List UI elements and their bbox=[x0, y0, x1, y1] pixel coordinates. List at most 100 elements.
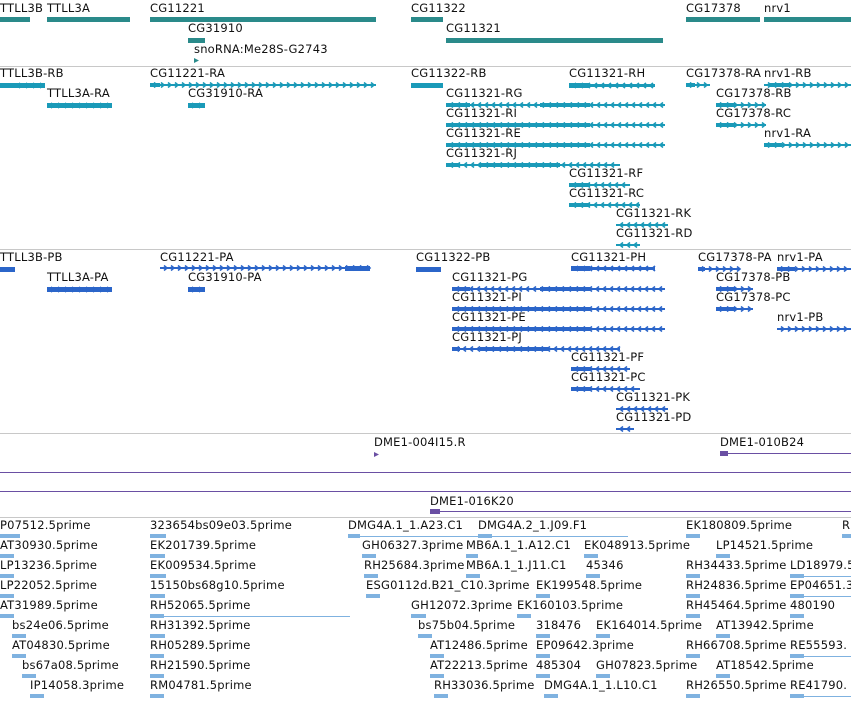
transcript-feature[interactable] bbox=[569, 82, 655, 89]
est-feature[interactable] bbox=[686, 694, 700, 698]
gene-feature[interactable] bbox=[150, 17, 376, 22]
est-feature[interactable] bbox=[150, 574, 166, 578]
clone-feature[interactable] bbox=[374, 452, 379, 457]
protein-feature[interactable] bbox=[571, 265, 656, 272]
est-feature[interactable] bbox=[466, 574, 480, 578]
transcript-feature[interactable] bbox=[616, 241, 640, 249]
est-feature[interactable] bbox=[0, 534, 20, 538]
protein-feature[interactable] bbox=[452, 345, 621, 353]
transcript-feature[interactable] bbox=[47, 102, 112, 109]
est-feature[interactable] bbox=[411, 614, 426, 618]
protein-feature[interactable] bbox=[777, 325, 851, 333]
transcript-feature[interactable] bbox=[188, 102, 205, 109]
protein-feature[interactable] bbox=[452, 305, 665, 313]
est-feature[interactable] bbox=[686, 654, 700, 658]
protein-feature[interactable] bbox=[47, 286, 112, 293]
transcript-feature[interactable] bbox=[0, 82, 45, 89]
est-feature[interactable] bbox=[517, 614, 531, 618]
est-feature[interactable] bbox=[150, 674, 164, 678]
est-feature[interactable] bbox=[150, 634, 165, 638]
est-feature[interactable] bbox=[536, 594, 550, 598]
transcript-feature[interactable] bbox=[446, 101, 665, 109]
clone-feature[interactable] bbox=[430, 509, 851, 514]
est-feature[interactable] bbox=[584, 554, 598, 558]
est-feature[interactable] bbox=[716, 554, 730, 558]
transcript-feature[interactable] bbox=[446, 121, 665, 129]
protein-feature[interactable] bbox=[698, 265, 742, 273]
est-feature[interactable] bbox=[0, 614, 14, 618]
transcript-feature[interactable] bbox=[150, 81, 376, 89]
transcript-feature[interactable] bbox=[446, 161, 620, 169]
gene-feature[interactable] bbox=[0, 17, 30, 22]
est-feature[interactable] bbox=[842, 534, 851, 538]
protein-feature[interactable] bbox=[616, 405, 668, 413]
est-feature[interactable] bbox=[150, 594, 165, 598]
est-feature[interactable] bbox=[790, 694, 851, 698]
est-feature[interactable] bbox=[536, 674, 550, 678]
est-feature[interactable] bbox=[150, 614, 350, 618]
gene-feature[interactable] bbox=[188, 38, 205, 43]
protein-feature[interactable] bbox=[616, 425, 634, 433]
transcript-feature[interactable] bbox=[569, 201, 640, 209]
est-feature[interactable] bbox=[12, 654, 26, 658]
protein-feature[interactable] bbox=[0, 267, 15, 272]
est-feature[interactable] bbox=[434, 694, 448, 698]
est-feature[interactable] bbox=[596, 634, 610, 638]
protein-feature[interactable] bbox=[452, 325, 665, 333]
est-feature[interactable] bbox=[596, 674, 610, 678]
gene-feature[interactable] bbox=[446, 38, 663, 43]
est-feature[interactable] bbox=[790, 574, 851, 578]
est-feature[interactable] bbox=[466, 554, 478, 558]
clone-feature[interactable] bbox=[720, 451, 851, 456]
protein-feature[interactable] bbox=[188, 286, 205, 293]
est-feature[interactable] bbox=[418, 634, 432, 638]
gene-feature[interactable] bbox=[764, 17, 851, 22]
transcript-feature[interactable] bbox=[569, 181, 630, 189]
protein-feature[interactable] bbox=[571, 365, 630, 373]
est-feature[interactable] bbox=[586, 574, 600, 578]
est-feature[interactable] bbox=[348, 534, 478, 538]
est-feature[interactable] bbox=[790, 594, 851, 598]
est-feature[interactable] bbox=[686, 574, 700, 578]
gene-feature[interactable] bbox=[686, 17, 760, 22]
est-feature[interactable] bbox=[12, 634, 26, 638]
est-feature[interactable] bbox=[430, 674, 444, 678]
protein-feature[interactable] bbox=[716, 305, 753, 313]
gene-feature[interactable] bbox=[47, 17, 130, 22]
transcript-feature[interactable] bbox=[764, 141, 851, 149]
est-feature[interactable] bbox=[362, 554, 376, 558]
est-feature[interactable] bbox=[0, 594, 14, 598]
transcript-feature[interactable] bbox=[764, 81, 851, 89]
transcript-feature[interactable] bbox=[716, 121, 767, 129]
est-feature[interactable] bbox=[150, 554, 165, 558]
est-feature[interactable] bbox=[150, 654, 164, 658]
est-feature[interactable] bbox=[0, 554, 14, 558]
est-feature[interactable] bbox=[686, 534, 700, 538]
est-feature[interactable] bbox=[790, 654, 851, 658]
est-feature[interactable] bbox=[536, 634, 550, 638]
protein-feature[interactable] bbox=[777, 265, 851, 273]
est-feature[interactable] bbox=[716, 674, 730, 678]
est-feature[interactable] bbox=[30, 694, 44, 698]
est-feature[interactable] bbox=[686, 594, 700, 598]
transcript-feature[interactable] bbox=[616, 221, 668, 229]
transcript-feature[interactable] bbox=[716, 101, 767, 109]
est-feature[interactable] bbox=[366, 594, 380, 598]
est-feature[interactable] bbox=[478, 534, 628, 538]
protein-feature[interactable] bbox=[416, 267, 441, 272]
protein-feature[interactable] bbox=[160, 264, 372, 272]
gene-feature[interactable] bbox=[411, 17, 443, 22]
est-feature[interactable] bbox=[150, 534, 166, 538]
est-feature[interactable] bbox=[686, 614, 700, 618]
transcript-feature[interactable] bbox=[411, 83, 443, 88]
transcript-feature[interactable] bbox=[686, 81, 710, 89]
est-feature[interactable] bbox=[536, 654, 550, 658]
gene-feature[interactable] bbox=[194, 58, 199, 63]
est-feature[interactable] bbox=[150, 694, 164, 698]
est-feature[interactable] bbox=[22, 674, 36, 678]
est-feature[interactable] bbox=[430, 654, 444, 658]
transcript-feature[interactable] bbox=[446, 141, 665, 149]
protein-feature[interactable] bbox=[716, 285, 753, 293]
est-feature[interactable] bbox=[790, 614, 804, 618]
protein-feature[interactable] bbox=[452, 285, 665, 293]
